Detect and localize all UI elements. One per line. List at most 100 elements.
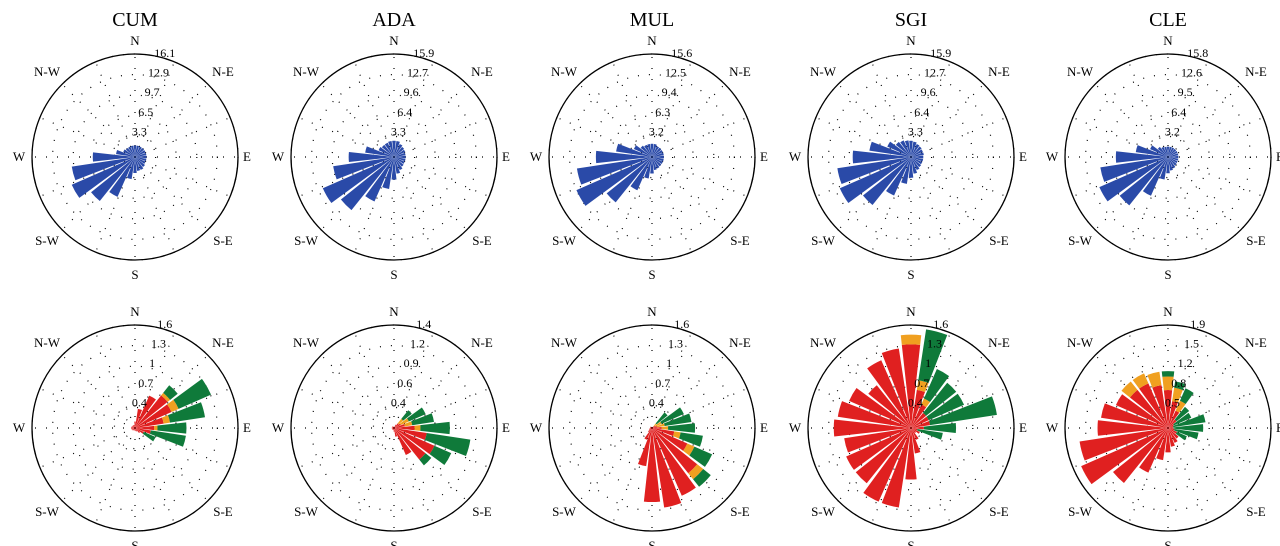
direction-label-n: N xyxy=(906,33,916,48)
wind-rose-8: 1.6 1.3 1 0.7 0.4 N N-E E S-E S S-W W N-W xyxy=(530,304,768,546)
direction-label-n-e: N-E xyxy=(212,335,234,350)
grid-spoke xyxy=(393,388,490,429)
bar-sector-red xyxy=(652,426,662,430)
ring-tick-label: 1.6 xyxy=(674,317,689,331)
chart-title: CLE xyxy=(1149,9,1187,31)
bar-sector-orange xyxy=(1147,371,1162,388)
bar-sector-green xyxy=(167,402,205,423)
direction-label-w: W xyxy=(1046,420,1059,435)
bar-sector-green xyxy=(173,378,212,409)
bar-sector-blue xyxy=(1166,157,1170,174)
ring-tick-label: 1.3 xyxy=(151,337,166,351)
bar-sector-red xyxy=(1168,428,1175,447)
bar-sector-red xyxy=(1139,428,1168,473)
direction-label-e: E xyxy=(1276,420,1280,435)
bar-sector-red xyxy=(392,428,394,431)
ring-tick-label: 0.4 xyxy=(132,395,147,409)
grid-spoke xyxy=(612,332,653,429)
bar-sector-blue xyxy=(1100,157,1168,182)
bar-sector-red xyxy=(394,423,399,428)
bar-sector-blue xyxy=(135,157,144,170)
direction-label-w: W xyxy=(1046,149,1059,164)
direction-label-s-e: S-E xyxy=(472,504,492,519)
bar-sector-green xyxy=(401,410,412,421)
grid-spoke xyxy=(651,156,726,231)
bar-sector-green xyxy=(660,407,684,424)
direction-label-s: S xyxy=(390,538,397,546)
bar-sector-red xyxy=(881,348,911,428)
grid-spoke xyxy=(910,427,1007,468)
bar-sector-red xyxy=(868,385,911,428)
bar-sector-red xyxy=(394,428,412,455)
ring-tick-label: 1 xyxy=(925,356,931,370)
ring-tick-label: 12.9 xyxy=(148,66,169,80)
grid-ring xyxy=(1105,365,1231,491)
bar-sector-red xyxy=(911,426,924,430)
direction-label-s: S xyxy=(131,267,138,282)
direction-label-n-w: N-W xyxy=(34,64,61,79)
ring-tick-label: 9.4 xyxy=(662,85,677,99)
direction-label-w: W xyxy=(530,420,543,435)
bar-sector-blue xyxy=(595,150,652,164)
grid-spoke xyxy=(39,117,136,158)
ring-tick-label: 1.2 xyxy=(1178,356,1193,370)
bar-sector-red xyxy=(1168,428,1178,443)
bar-sector-red xyxy=(394,423,405,428)
grid-ring xyxy=(72,94,198,220)
bar-sector-blue xyxy=(886,157,911,196)
outer-circle xyxy=(807,324,1015,532)
bar-sector-red xyxy=(391,426,394,428)
bar-sector-red xyxy=(911,428,920,434)
grid-spoke xyxy=(651,117,748,158)
grid-spoke xyxy=(320,354,395,429)
bar-sector-red xyxy=(135,428,144,434)
direction-label-n: N xyxy=(389,304,399,319)
bar-sector-blue xyxy=(911,157,923,165)
outer-circle xyxy=(1064,324,1272,532)
grid-ring xyxy=(848,94,974,220)
bar-sector-orange xyxy=(161,392,171,402)
grid-spoke xyxy=(95,427,136,524)
ring-tick-label: 0.7 xyxy=(138,376,153,390)
direction-label-n-w: N-W xyxy=(810,64,837,79)
ring-tick-label: 1 xyxy=(666,356,672,370)
direction-label-s-e: S-E xyxy=(989,233,1009,248)
grid-spoke xyxy=(134,156,209,231)
ring-tick-label: 1.5 xyxy=(1184,337,1199,351)
ring-tick-label: 1.3 xyxy=(927,337,942,351)
grid-spoke xyxy=(1167,427,1208,524)
grid-spoke xyxy=(298,117,395,158)
direction-label-e: E xyxy=(1019,420,1027,435)
bar-sector-blue xyxy=(116,150,135,157)
bar-sector-red xyxy=(392,428,394,430)
bar-sector-red xyxy=(1168,428,1175,431)
outer-circle xyxy=(290,324,498,532)
grid-ring xyxy=(113,135,157,179)
ring-tick-label: 12.7 xyxy=(407,66,428,80)
direction-label-n-w: N-W xyxy=(293,64,320,79)
bar-sector-red xyxy=(637,428,652,467)
bar-sector-red xyxy=(133,425,135,428)
grid-spoke xyxy=(578,83,653,158)
direction-label-n-e: N-E xyxy=(1245,335,1267,350)
bar-sector-red xyxy=(849,387,911,428)
ring-tick-label: 0.4 xyxy=(649,395,664,409)
bar-sector-blue xyxy=(135,148,144,157)
bar-sector-blue xyxy=(644,144,652,157)
grid-ring xyxy=(568,345,735,512)
bar-sector-red xyxy=(393,426,394,428)
direction-label-s-w: S-W xyxy=(294,504,319,519)
bar-sector-blue xyxy=(135,157,146,164)
direction-label-e: E xyxy=(1276,149,1280,164)
direction-label-n: N xyxy=(130,304,140,319)
direction-label-n: N xyxy=(647,304,657,319)
bar-sector-blue xyxy=(123,149,135,157)
bar-sector-red xyxy=(837,401,911,428)
bar-sector-red xyxy=(863,428,911,502)
bar-sector-blue xyxy=(135,157,147,162)
outer-circle xyxy=(1064,53,1272,261)
bar-sector-blue xyxy=(630,157,652,191)
bar-sector-blue xyxy=(911,157,920,171)
ring-tick-label: 3.2 xyxy=(649,124,664,138)
bar-sector-blue xyxy=(650,143,654,157)
